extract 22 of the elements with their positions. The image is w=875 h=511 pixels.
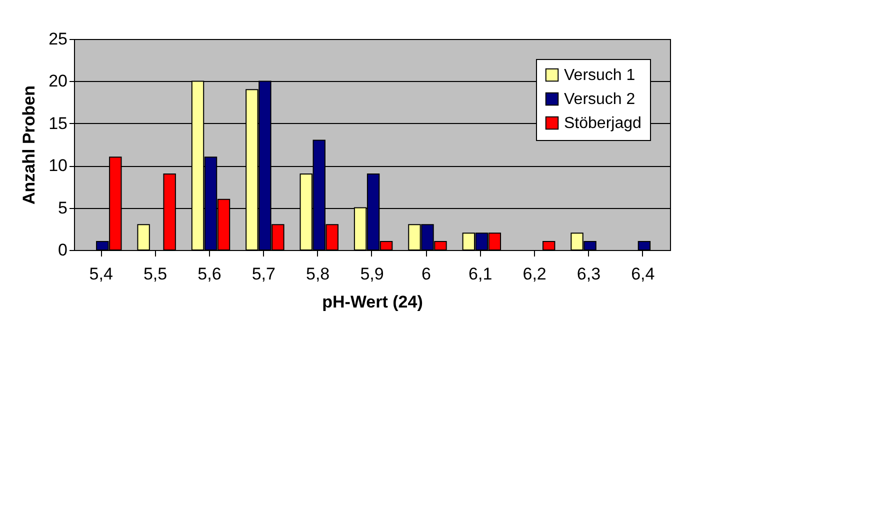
x-tick-label: 6,1 [468,264,492,284]
x-tick-label: 6,4 [631,264,655,284]
x-tick-label: 6 [421,264,431,284]
x-axis-title: pH-Wert (24) [322,292,423,312]
x-tick-label: 6,3 [576,264,601,284]
y-tick-label: 0 [58,240,68,260]
y-tick-label: 25 [48,30,68,48]
x-tick-label: 5,6 [198,264,222,284]
y-tick-label: 15 [48,114,68,133]
y-tick-label: 10 [48,156,68,176]
y-tick-label: 20 [48,72,68,91]
y-axis-title: Anzahl Proben [20,85,39,205]
legend-label: Versuch 2 [564,91,636,108]
x-tick-label: 5,9 [360,264,384,284]
legend-label: Stöberjagd [564,115,642,132]
y-tick-label: 5 [58,198,68,218]
x-tick-label: 5,5 [143,264,168,284]
x-tick-label: 5,4 [89,264,113,284]
x-tick-label: 5,7 [252,264,276,284]
x-tick-label: 6,2 [522,264,546,284]
legend-label: Versuch 1 [564,67,636,84]
x-tick-label: 5,8 [306,264,330,284]
